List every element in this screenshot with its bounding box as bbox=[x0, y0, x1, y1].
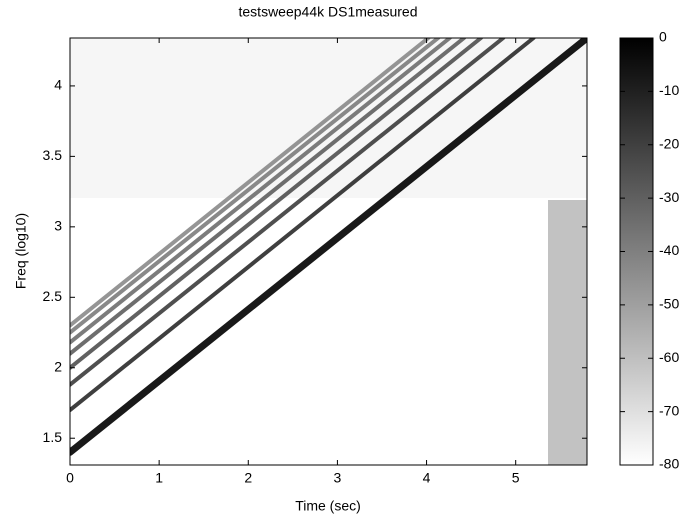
colorbar-tick-label: -20 bbox=[659, 135, 679, 151]
x-tick-label: 4 bbox=[423, 470, 431, 486]
colorbar-tick-label: -60 bbox=[659, 349, 679, 365]
harmonic-line bbox=[70, 38, 431, 328]
x-tick-label: 5 bbox=[512, 470, 520, 486]
y-tick-label: 3.5 bbox=[43, 147, 63, 163]
harmonic-line bbox=[70, 38, 466, 356]
x-tick-label: 1 bbox=[155, 470, 163, 486]
harmonic-line bbox=[70, 38, 506, 387]
harmonic-line bbox=[70, 38, 441, 335]
y-tick-label: 3 bbox=[54, 218, 62, 234]
colorbar-tick-label: -50 bbox=[659, 296, 679, 312]
colorbar-tick-label: -80 bbox=[659, 456, 679, 472]
colorbar-tick-label: -40 bbox=[659, 242, 679, 258]
y-axis-label: Freq (log10) bbox=[13, 213, 29, 289]
y-tick-label: 4 bbox=[54, 77, 62, 93]
colorbar-tick-label: -70 bbox=[659, 402, 679, 418]
y-tick-label: 2 bbox=[54, 358, 62, 374]
x-tick-label: 2 bbox=[244, 470, 252, 486]
y-tick-label: 2.5 bbox=[43, 288, 63, 304]
x-tick-label: 3 bbox=[334, 470, 342, 486]
noise-region bbox=[548, 200, 587, 465]
harmonic-line bbox=[70, 38, 452, 345]
harmonic-line bbox=[70, 38, 587, 456]
harmonic-line bbox=[70, 38, 483, 370]
colorbar bbox=[619, 37, 654, 466]
chart-title: testsweep44k DS1measured bbox=[239, 4, 418, 20]
harmonic-line bbox=[70, 38, 536, 413]
x-tick-label: 0 bbox=[66, 470, 74, 486]
plot-frame bbox=[69, 37, 588, 466]
colorbar-tick-label: -10 bbox=[659, 82, 679, 98]
colorbar-tick-label: -30 bbox=[659, 189, 679, 205]
colorbar-tick-label: 0 bbox=[659, 29, 667, 45]
x-axis-label: Time (sec) bbox=[295, 498, 361, 514]
y-tick-label: 1.5 bbox=[43, 429, 63, 445]
plot-area bbox=[70, 38, 587, 465]
